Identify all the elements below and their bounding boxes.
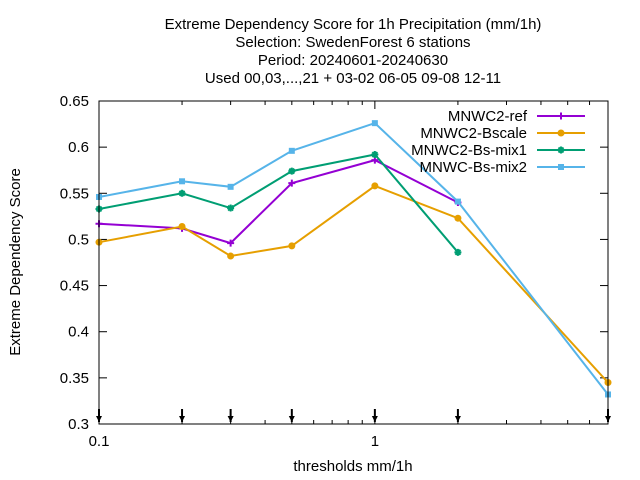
- chart-title: Extreme Dependency Score for 1h Precipit…: [165, 16, 542, 87]
- threshold-arrowhead: [227, 416, 234, 422]
- legend-label: MNWC-Bs-mix2: [420, 159, 527, 176]
- legend-label: MNWC2-Bscale: [420, 125, 527, 142]
- data-point: [288, 179, 296, 187]
- series-line: [98, 121, 609, 396]
- data-point: [557, 146, 565, 154]
- data-point: [454, 198, 461, 205]
- legend: MNWC2-refMNWC2-BscaleMNWC2-Bs-mix1MNWC-B…: [411, 108, 585, 176]
- y-tick-label: 0.3: [68, 416, 89, 433]
- data-point: [227, 204, 235, 212]
- data-point: [371, 151, 379, 159]
- data-point: [288, 242, 296, 250]
- data-point: [454, 248, 462, 256]
- data-point: [227, 183, 234, 190]
- y-tick-label: 0.45: [60, 278, 89, 295]
- data-point: [557, 129, 565, 137]
- x-axis: 0.1 1: [89, 101, 609, 450]
- data-point: [178, 189, 186, 197]
- threshold-arrowhead: [454, 416, 461, 422]
- title-line: Used 00,03,...,21 + 03-02 06-05 09-08 12…: [205, 70, 501, 87]
- series-line: [98, 159, 459, 245]
- y-tick-label: 0.55: [60, 185, 89, 202]
- x-axis-label: thresholds mm/1h: [293, 458, 412, 475]
- title-line: Selection: SwedenForest 6 stations: [235, 34, 470, 51]
- data-point: [178, 223, 186, 231]
- data-point: [288, 147, 295, 154]
- y-tick-label: 0.5: [68, 231, 89, 248]
- legend-label: MNWC2-ref: [448, 108, 528, 125]
- x-tick-label: 0.1: [89, 433, 110, 450]
- series-line: [98, 153, 459, 253]
- data-point: [371, 120, 378, 127]
- plot-area: [95, 120, 612, 398]
- threshold-arrowhead: [288, 416, 295, 422]
- y-tick-label: 0.65: [60, 93, 89, 110]
- threshold-markers: [96, 409, 611, 422]
- data-point: [557, 112, 565, 120]
- title-line: Extreme Dependency Score for 1h Precipit…: [165, 16, 542, 33]
- series-line: [98, 184, 609, 384]
- y-axis: 0.3 0.35 0.4 0.45 0.5 0.55 0.6 0.65: [60, 93, 608, 433]
- data-point: [558, 164, 564, 170]
- plot-frame: [98, 100, 609, 425]
- y-axis-label: Extreme Dependency Score: [7, 168, 24, 356]
- title-line: Period: 20240601-20240630: [258, 52, 448, 69]
- data-point: [454, 214, 462, 222]
- threshold-arrowhead: [179, 416, 186, 422]
- series-mnwc-bs-mix2: [96, 120, 611, 398]
- y-tick-label: 0.35: [60, 370, 89, 387]
- threshold-arrowhead: [371, 416, 378, 422]
- y-tick-label: 0.4: [68, 324, 89, 341]
- data-point: [227, 252, 235, 260]
- data-point: [371, 182, 379, 190]
- y-tick-label: 0.6: [68, 139, 89, 156]
- data-point: [288, 167, 296, 175]
- x-tick-label: 1: [371, 433, 379, 450]
- legend-label: MNWC2-Bs-mix1: [411, 142, 527, 159]
- data-point: [179, 178, 186, 185]
- series-mnwc2-bs-mix1: [95, 151, 462, 256]
- data-point: [227, 239, 235, 247]
- series-mnwc2-bscale: [95, 182, 612, 386]
